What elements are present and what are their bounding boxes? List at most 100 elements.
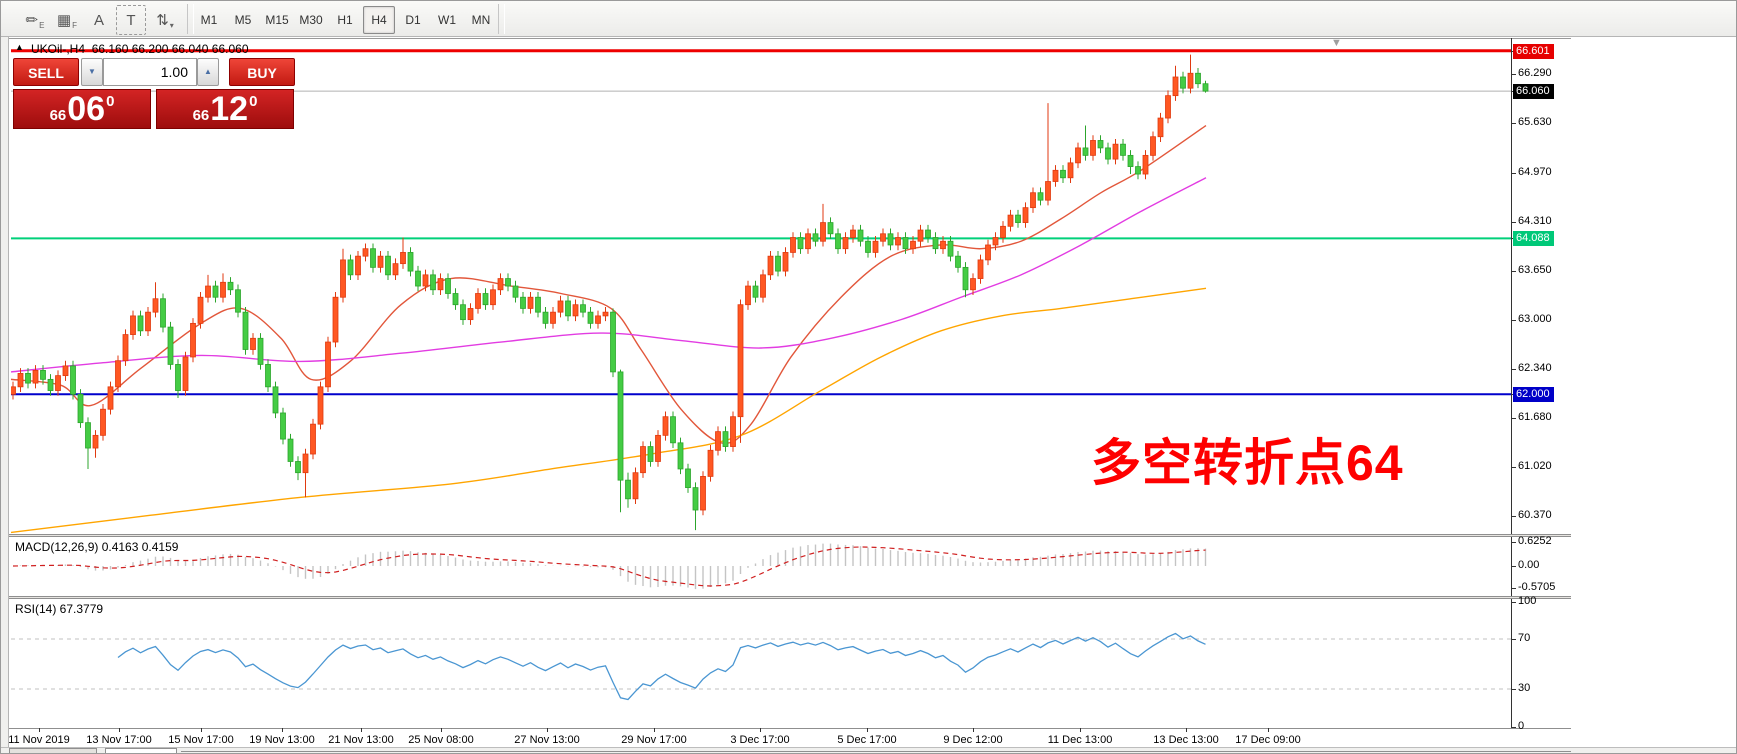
time-axis-label: 11 Nov 2019 <box>8 734 70 746</box>
time-axis-label: 9 Dec 12:00 <box>943 734 1003 746</box>
time-tick <box>547 728 548 732</box>
price-axis-label: 65.630 <box>1518 116 1552 129</box>
macd-tick <box>1511 566 1516 567</box>
time-tick <box>973 728 974 732</box>
fibonacci-grid-icon[interactable]: ▦ F <box>56 12 78 30</box>
timeframe-button-d1[interactable]: D1 <box>405 13 421 27</box>
chart-tab[interactable] <box>9 748 97 753</box>
price-tick <box>1511 221 1516 223</box>
candles <box>11 54 1209 531</box>
macd-canvas[interactable] <box>11 537 1511 593</box>
timeframe-button-h4[interactable]: H4 <box>363 6 395 34</box>
price-axis-label: 63.000 <box>1518 312 1552 325</box>
rsi-tick <box>1511 639 1516 640</box>
volume-decrease-button[interactable]: ▼ <box>81 58 103 86</box>
price-tick <box>1511 319 1516 321</box>
macd-tick <box>1511 587 1516 589</box>
price-axis-label: 66.060 <box>1513 84 1554 100</box>
time-axis-label: 21 Nov 13:00 <box>328 734 394 746</box>
sell-button[interactable]: SELL <box>13 58 79 86</box>
object-marker-icon: ▼ <box>1331 37 1342 49</box>
macd-splitter[interactable] <box>9 534 1571 537</box>
time-axis-label: 25 Nov 08:00 <box>408 734 474 746</box>
text-label-icon[interactable]: A <box>93 11 104 29</box>
rsi-tick <box>1511 726 1516 728</box>
time-axis-label: 29 Nov 17:00 <box>621 734 687 746</box>
price-axis-line <box>1511 38 1512 728</box>
price-tick <box>1511 515 1516 517</box>
plot-top-border <box>9 38 1571 39</box>
buy-button[interactable]: BUY <box>229 58 295 86</box>
rsi-canvas[interactable] <box>11 599 1511 728</box>
price-axis-label: 66.601 <box>1513 43 1554 59</box>
price-axis-label: 62.340 <box>1518 361 1552 374</box>
time-axis-label: 17 Dec 09:00 <box>1235 734 1301 746</box>
macd-histogram <box>19 543 1207 590</box>
price-axis-label: 64.970 <box>1518 165 1552 178</box>
time-axis-label: 13 Dec 13:00 <box>1153 734 1219 746</box>
timeframe-button-h1[interactable]: H1 <box>337 13 353 27</box>
bid-price-big: 06 <box>67 90 106 128</box>
volume-increase-button[interactable]: ▲ <box>197 58 219 86</box>
symbol-label: UKOil-,H4 <box>31 42 86 56</box>
macd-axis-label: 0.00 <box>1518 559 1540 571</box>
rsi-axis-label: 70 <box>1518 632 1531 644</box>
time-tick <box>1186 728 1187 732</box>
time-axis-label: 11 Dec 13:00 <box>1047 734 1113 746</box>
rsi-splitter[interactable] <box>9 596 1571 599</box>
rsi-axis-label: 0 <box>1518 719 1525 732</box>
time-tick <box>201 728 202 732</box>
bid-price-tile[interactable]: 66 06 0 <box>13 89 151 129</box>
timescale-separator <box>9 728 1571 729</box>
draw-tools-icon[interactable]: ✏ E <box>25 12 45 30</box>
ask-price-small: 66 <box>192 107 210 124</box>
toolbar-separator <box>498 4 505 34</box>
indicator-arrows-icon[interactable]: ⇅ ▾ <box>156 12 174 30</box>
volume-input[interactable] <box>103 58 197 86</box>
time-axis-label: 27 Nov 13:00 <box>514 734 580 746</box>
price-tick <box>1511 123 1516 125</box>
time-tick <box>1268 728 1269 732</box>
macd-label: MACD(12,26,9) 0.4163 0.4159 <box>15 540 179 554</box>
text-box-icon[interactable]: T <box>116 5 146 35</box>
chart-tabs-line <box>181 751 1571 752</box>
ask-price-tile[interactable]: 66 12 0 <box>156 89 294 129</box>
macd-axis-label: -0.5705 <box>1518 580 1556 593</box>
timeframe-button-mn[interactable]: MN <box>471 13 491 27</box>
ask-price-sup: 0 <box>249 93 258 110</box>
price-axis-label: 62.000 <box>1513 387 1554 403</box>
time-axis-label: 19 Nov 13:00 <box>249 734 315 746</box>
toolbar: ✏ E ▦ F A T ⇅ ▾ M1 M5 M15 M30 H1 H4 D1 W1 MN <box>1 1 1736 37</box>
symbol-marker-icon: ▲ <box>15 42 24 52</box>
bid-price-small: 66 <box>49 107 67 124</box>
chart-header: UKOil-,H4 66.160 66.200 66.040 66.060 <box>31 42 249 56</box>
chart-tab[interactable] <box>105 748 177 753</box>
macd-signal-line <box>12 546 1206 587</box>
price-axis-label: 64.088 <box>1513 231 1554 247</box>
price-axis-label: 64.310 <box>1518 214 1552 227</box>
price-axis-label: 60.370 <box>1518 508 1552 521</box>
timeframe-button-m30[interactable]: M30 <box>299 13 323 27</box>
timeframe-button-m1[interactable]: M1 <box>200 13 218 27</box>
time-tick <box>39 728 40 732</box>
price-axis-label: 61.020 <box>1518 460 1552 473</box>
price-tick <box>1511 467 1516 469</box>
price-chart-canvas[interactable] <box>11 39 1511 534</box>
time-tick <box>282 728 283 732</box>
chart-annotation-text[interactable]: 多空转折点64 <box>1091 435 1404 491</box>
rsi-line <box>117 632 1206 701</box>
time-tick <box>361 728 362 732</box>
timeframe-button-m15[interactable]: M15 <box>265 13 289 27</box>
time-tick <box>119 728 120 732</box>
price-tick <box>1511 271 1516 273</box>
timeframe-button-m5[interactable]: M5 <box>234 13 252 27</box>
time-axis-label: 3 Dec 17:00 <box>730 734 790 746</box>
price-tick <box>1511 418 1516 420</box>
timeframe-button-w1[interactable]: W1 <box>438 13 456 27</box>
window-left-edge <box>1 37 9 749</box>
price-tick <box>1511 368 1516 370</box>
ma-fast-red <box>11 124 1207 445</box>
rsi-axis-label: 100 <box>1518 594 1537 607</box>
time-tick <box>760 728 761 732</box>
